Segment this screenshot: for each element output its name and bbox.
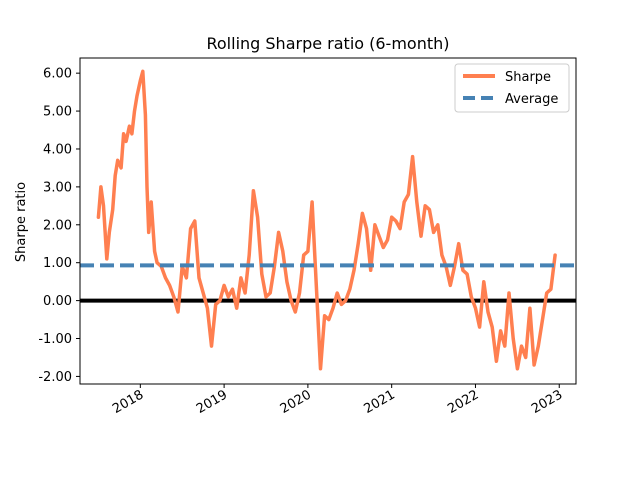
plot-frame [79, 57, 577, 385]
sharpe-line [96, 69, 557, 371]
y-axis: -2.00 -1.00 0.00 1.00 2.00 3.00 4.00 5.00 6.00 [38, 67, 80, 385]
y-tick-label: -1.00 [38, 332, 72, 347]
y-tick-label: -2.00 [38, 370, 72, 385]
x-tick-label: 2022 [445, 387, 481, 417]
plot-area [79, 57, 577, 385]
chart-title: Rolling Sharpe ratio (6-month) [206, 34, 449, 53]
x-tick-label: 2019 [194, 387, 230, 417]
y-tick-label: 5.00 [43, 105, 72, 120]
y-tick-label: 2.00 [43, 218, 72, 233]
y-tick-label: 1.00 [43, 256, 72, 271]
x-tick-label: 2023 [529, 387, 565, 417]
legend-average-label: Average [505, 92, 558, 107]
y-tick-label: 0.00 [43, 294, 72, 309]
x-axis: 2018 2019 2020 2021 2022 2023 [110, 384, 565, 417]
x-tick-label: 2021 [362, 387, 398, 417]
y-axis-label: Sharpe ratio [14, 182, 29, 262]
legend-sharpe-label: Sharpe [505, 70, 551, 85]
x-tick-label: 2020 [278, 387, 314, 417]
y-tick-label: 3.00 [43, 180, 72, 195]
y-tick-label: 6.00 [43, 67, 72, 82]
x-tick-label: 2018 [110, 387, 146, 417]
legend: Sharpe Average [454, 63, 570, 113]
y-tick-label: 4.00 [43, 142, 72, 157]
